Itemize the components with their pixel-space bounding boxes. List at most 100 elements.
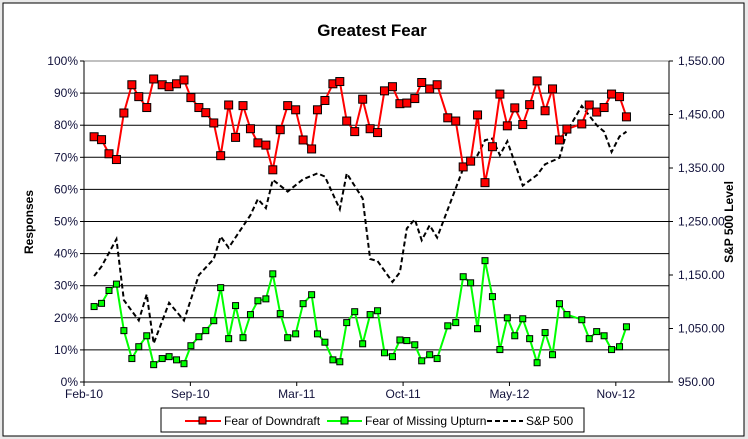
data-point-fear-of-missing-upturn [128,355,136,363]
data-point-fear-of-downdraft [350,127,360,137]
data-point-fear-of-missing-upturn [217,284,225,292]
data-point-fear-of-missing-upturn [474,325,482,333]
data-point-fear-of-missing-upturn [396,336,404,344]
data-point-fear-of-missing-upturn [503,314,511,322]
data-point-fear-of-downdraft [194,103,204,113]
data-point-fear-of-downdraft [410,94,420,104]
y-axis-title: Responses [22,190,36,254]
y-tick-label: 100% [47,54,78,68]
data-point-fear-of-downdraft [417,78,427,88]
data-point-fear-of-missing-upturn [578,316,586,324]
y-tick-label: 50% [54,215,78,229]
data-point-fear-of-missing-upturn [254,297,262,305]
data-point-fear-of-downdraft [238,101,248,111]
data-point-fear-of-downdraft [312,105,322,115]
data-point-fear-of-missing-upturn [343,319,351,327]
data-point-fear-of-downdraft [365,124,375,134]
data-point-fear-of-downdraft [209,118,219,128]
data-point-fear-of-downdraft [253,138,263,148]
y-tick-label: 20% [54,311,78,325]
data-point-fear-of-missing-upturn [329,356,337,364]
data-point-fear-of-downdraft [451,116,461,126]
data-point-fear-of-downdraft [495,89,505,99]
data-point-fear-of-downdraft [186,93,196,103]
data-point-fear-of-downdraft [502,121,512,131]
y-tick-label: 80% [54,118,78,132]
data-point-fear-of-downdraft [298,135,308,145]
data-point-fear-of-downdraft [473,110,483,120]
data-point-fear-of-missing-upturn [158,355,166,363]
data-point-fear-of-downdraft [342,116,352,126]
data-point-fear-of-downdraft [432,80,442,90]
data-point-fear-of-downdraft [104,149,114,159]
data-point-fear-of-downdraft [97,135,107,145]
data-point-fear-of-downdraft [89,132,99,142]
data-point-fear-of-downdraft [615,92,625,102]
y2-tick-label: 1,550.00 [678,54,725,68]
data-point-fear-of-missing-upturn [276,310,284,318]
data-point-fear-of-missing-upturn [459,273,467,281]
x-tick-label: Sep-10 [171,387,210,401]
data-point-fear-of-missing-upturn [321,338,329,346]
y-tick-label: 70% [54,150,78,164]
data-point-fear-of-downdraft [119,108,129,118]
data-point-fear-of-missing-upturn [585,335,593,343]
data-point-fear-of-downdraft [134,92,144,102]
data-point-fear-of-missing-upturn [269,270,277,278]
y2-axis-title: S&P 500 Level [722,181,736,263]
data-point-fear-of-missing-upturn [98,299,106,307]
y2-tick-label: 1,050.00 [678,322,725,336]
y2-tick-label: 1,150.00 [678,268,725,282]
data-point-fear-of-missing-upturn [549,351,557,359]
data-point-fear-of-missing-upturn [284,334,292,342]
data-point-fear-of-missing-upturn [526,335,534,343]
data-point-fear-of-missing-upturn [308,291,316,299]
data-point-fear-of-downdraft [577,119,587,129]
data-point-fear-of-downdraft [291,105,301,115]
data-point-fear-of-downdraft [554,135,564,145]
data-point-fear-of-downdraft [216,151,226,161]
data-point-fear-of-downdraft [540,106,550,116]
data-point-fear-of-missing-upturn [150,361,158,369]
chart-title: Greatest Fear [317,21,427,40]
y-tick-label: 0% [61,375,79,389]
data-point-fear-of-missing-upturn [359,340,367,348]
y-tick-label: 10% [54,343,78,357]
data-point-fear-of-downdraft [111,155,121,165]
data-point-fear-of-downdraft [592,107,602,117]
data-point-fear-of-missing-upturn [180,360,188,368]
data-point-fear-of-downdraft [373,128,383,138]
x-tick-label: Feb-10 [65,387,103,401]
data-point-fear-of-missing-upturn [452,319,460,327]
data-point-fear-of-downdraft [320,95,330,105]
y2-tick-label: 1,350.00 [678,161,725,175]
y-tick-label: 40% [54,247,78,261]
series-layer [89,74,631,369]
data-point-fear-of-missing-upturn [467,279,475,287]
data-point-fear-of-downdraft [487,142,497,152]
data-point-fear-of-missing-upturn [488,293,496,301]
data-point-fear-of-missing-upturn [351,308,359,316]
data-point-fear-of-missing-upturn [426,351,434,359]
data-point-fear-of-downdraft [379,86,389,96]
legend-label-sp500: S&P 500 [526,414,573,428]
data-point-fear-of-downdraft [532,76,542,86]
data-point-fear-of-downdraft [358,94,368,104]
data-point-fear-of-downdraft [562,124,572,134]
data-point-fear-of-missing-upturn [374,307,382,315]
data-point-fear-of-missing-upturn [143,332,151,340]
data-point-fear-of-downdraft [201,108,211,118]
data-point-fear-of-downdraft [224,100,234,110]
data-point-fear-of-downdraft [179,75,189,85]
data-point-fear-of-missing-upturn [225,335,233,343]
data-point-fear-of-missing-upturn [336,358,344,366]
data-point-fear-of-missing-upturn [600,332,608,340]
data-point-fear-of-downdraft [164,82,174,92]
data-point-fear-of-missing-upturn [496,346,504,354]
data-point-fear-of-missing-upturn [90,303,98,311]
data-point-fear-of-missing-upturn [246,311,254,319]
data-point-fear-of-missing-upturn [120,327,128,335]
data-point-fear-of-missing-upturn [411,341,419,349]
data-point-fear-of-downdraft [510,103,520,113]
data-point-fear-of-downdraft [387,82,397,92]
